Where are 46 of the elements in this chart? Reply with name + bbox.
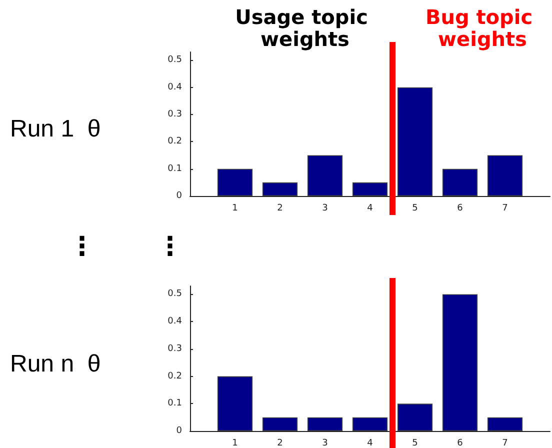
y-tick-label: 0.4 — [168, 82, 182, 92]
x-tick-label: 7 — [502, 204, 508, 214]
x-tick-label: 2 — [277, 438, 283, 448]
x-tick-label: 1 — [232, 204, 238, 214]
y-tick-label: 0.4 — [168, 316, 182, 327]
y-tick-label: 0.3 — [168, 344, 182, 354]
x-tick-label: 6 — [457, 438, 464, 448]
bar — [217, 376, 253, 431]
x-tick-label: 3 — [322, 438, 328, 448]
y-tick-label: 0.1 — [168, 164, 182, 174]
bar — [397, 404, 433, 431]
text: ⋮ — [157, 232, 183, 262]
x-tick-label: 3 — [322, 204, 328, 214]
bar — [442, 294, 478, 431]
y-tick-label: 0.5 — [168, 55, 182, 66]
bar — [262, 417, 298, 431]
bar — [307, 417, 343, 431]
bar — [352, 182, 388, 196]
y-tick-label: 0.3 — [168, 109, 182, 120]
x-tick-label: 4 — [367, 204, 374, 214]
ref-line-label: Bug topic weights — [425, 5, 540, 51]
y-tick-label: 0 — [176, 426, 182, 436]
x-tick-label: 2 — [277, 204, 283, 214]
bar — [217, 168, 253, 196]
x-tick-label: 5 — [412, 204, 418, 214]
text: ⋮ — [69, 232, 95, 262]
y-tick-label: 0.1 — [168, 398, 182, 409]
x-tick-label: 6 — [457, 204, 464, 214]
y-tick-label: 0.5 — [168, 289, 182, 300]
bar — [262, 182, 298, 196]
bar — [442, 168, 478, 196]
bar — [307, 155, 343, 196]
x-tick-label: 5 — [412, 438, 418, 448]
text: Usage topic weights — [235, 5, 375, 51]
y-tick-label: 0.2 — [168, 371, 182, 382]
y-tick-label: 0.2 — [168, 136, 182, 147]
bar — [487, 155, 523, 196]
x-tick-label: 4 — [367, 438, 374, 448]
y-tick-label: 0 — [176, 191, 182, 201]
bar — [487, 417, 523, 431]
bar — [397, 87, 433, 196]
y-axis-title: Run n θ — [10, 350, 101, 378]
x-tick-label: 1 — [232, 438, 238, 448]
bar — [352, 417, 388, 431]
x-tick-label: 7 — [502, 438, 508, 448]
y-axis-title: Run 1 θ — [10, 116, 101, 143]
